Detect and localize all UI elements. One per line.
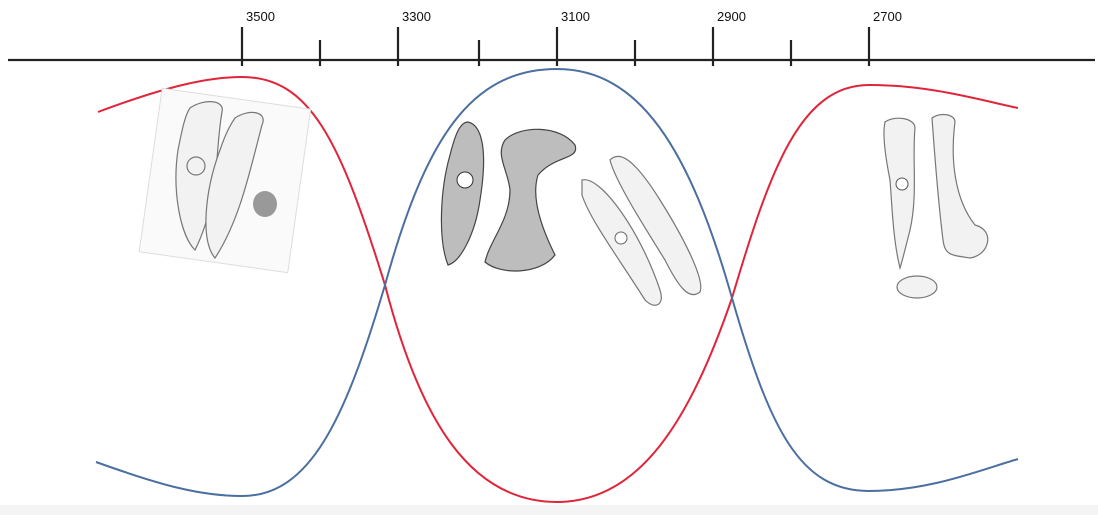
artifacts-right bbox=[883, 113, 989, 299]
artifacts-middle bbox=[440, 121, 702, 306]
artifact bbox=[205, 111, 264, 260]
tick-label: 2900 bbox=[717, 9, 746, 24]
artifact-section bbox=[896, 275, 938, 299]
artifact-hole bbox=[614, 231, 628, 245]
tick-label: 2700 bbox=[873, 9, 902, 24]
tick-label: 3500 bbox=[246, 9, 275, 24]
tick-label: 3100 bbox=[561, 9, 590, 24]
artifact-hole bbox=[895, 177, 909, 191]
artifact bbox=[883, 117, 916, 271]
artifact-section bbox=[253, 191, 277, 217]
timeline-axis bbox=[8, 27, 1095, 66]
artifacts-left bbox=[138, 87, 312, 274]
artifact bbox=[484, 128, 577, 272]
artifact bbox=[440, 121, 485, 266]
tick-label: 3300 bbox=[402, 9, 431, 24]
artifact bbox=[609, 155, 702, 296]
artifact-hole bbox=[186, 156, 206, 176]
artifact bbox=[175, 101, 223, 252]
artifact-hole bbox=[456, 171, 474, 189]
blue-curve bbox=[95, 67, 1019, 498]
red-curve bbox=[97, 75, 1019, 504]
artifact bbox=[931, 113, 989, 259]
bottom-band bbox=[0, 505, 1098, 515]
